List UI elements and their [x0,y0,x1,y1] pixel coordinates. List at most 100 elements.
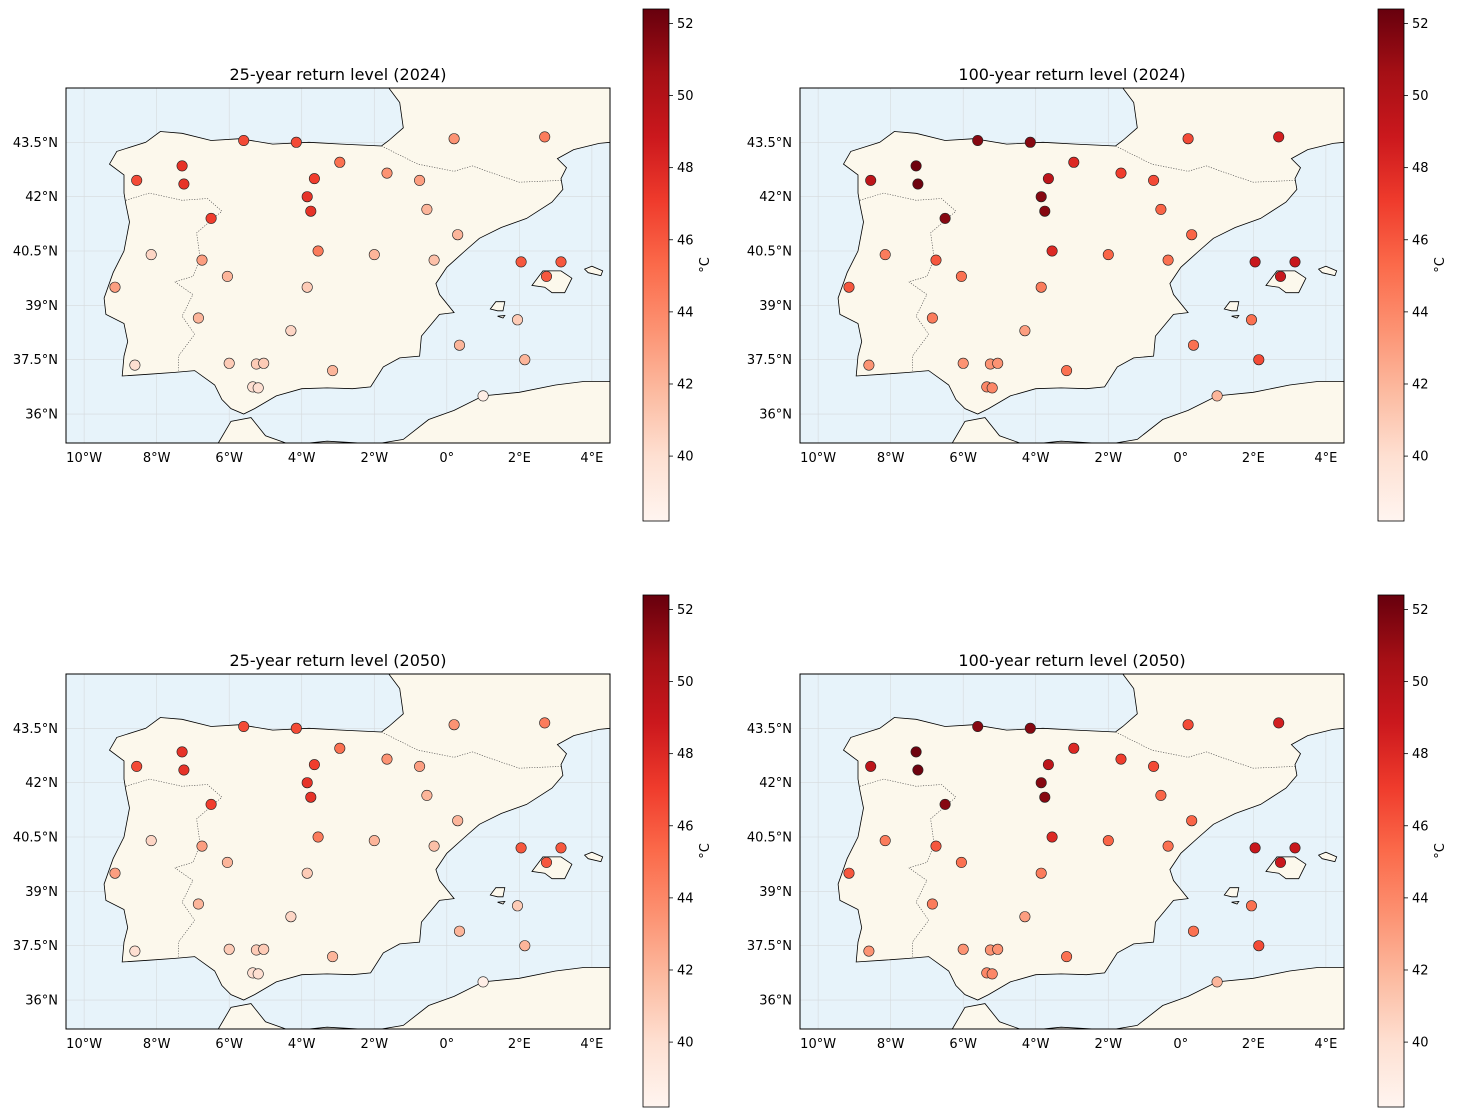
station-marker [1253,940,1265,952]
station-marker [301,281,313,293]
station-marker [421,203,433,215]
colorbar-tick-label: 52 [1412,17,1429,32]
station-marker [192,312,204,324]
colorbar-tick-label: 52 [677,17,694,32]
station-marker [540,270,552,282]
lon-tick-label: 6°W [949,1037,977,1052]
station-marker [414,174,426,186]
station-marker [109,281,121,293]
axes-frame [799,87,1345,444]
colorbar-label: °C [698,257,713,273]
station-marker [939,212,951,224]
station-marker [129,359,141,371]
lon-tick-label: 2°W [360,1037,388,1052]
station-marker [912,764,924,776]
station-marker [290,136,302,148]
station-marker [986,968,998,980]
africa-land [951,381,1344,443]
colorbar-tick-label: 40 [1412,450,1429,465]
station-marker [539,131,551,143]
station-marker [865,174,877,186]
colorbar-tick-label: 42 [677,377,694,392]
station-marker [308,759,320,771]
station-marker [843,281,855,293]
lon-tick-label: 2°W [1094,1037,1122,1052]
station-marker [1186,229,1198,241]
axes-frame [799,673,1345,1030]
menorca-island [1317,851,1338,863]
station-marker [879,249,891,261]
map-panel-1: 25-year return level (2024) 10°W 8°W 6°W 4°W… [13,8,713,522]
station-marker [252,382,264,394]
africa-land [951,967,1344,1029]
colorbar-tick-label: 42 [1412,963,1429,978]
colorbar-tick-label: 50 [677,89,694,104]
iberia-land [837,674,1344,1001]
station-marker [305,791,317,803]
station-marker [843,867,855,879]
colorbar-label: °C [1433,843,1448,859]
lat-tick-label: 42°N [759,190,792,205]
lon-tick-label: 4°W [1022,451,1050,466]
lat-tick-label: 37.5°N [747,353,792,368]
lat-tick-label: 43.5°N [747,722,792,737]
lat-tick-label: 39°N [759,885,792,900]
lat-tick-label: 39°N [759,299,792,314]
station-marker [910,160,922,172]
station-marker [301,867,313,879]
map-area [800,88,1344,443]
colorbar-tick-label: 48 [677,161,694,176]
station-marker [1148,174,1160,186]
station-marker [1182,719,1194,731]
station-marker [1024,136,1036,148]
station-marker [1188,339,1200,351]
map-panel-2: 100-year return level (2024) 10°W 8°W 6°W 4°… [747,8,1448,522]
lon-tick-label: 10°W [66,1037,102,1052]
colorbar-tick-label: 48 [1412,747,1429,762]
station-marker [131,174,143,186]
station-marker [957,943,969,955]
station-marker [539,717,551,729]
station-marker [1275,270,1287,282]
map-area [66,88,610,443]
lat-tick-label: 42°N [25,190,58,205]
colorbar-tick-label: 44 [1412,305,1429,320]
lat-tick-label: 40.5°N [747,831,792,846]
lon-tick-label: 2°W [1094,451,1122,466]
iberia-land [103,88,610,415]
station-marker [912,178,924,190]
station-marker [1042,173,1054,185]
lon-tick-label: 4°E [1314,1037,1337,1052]
station-marker [1211,976,1223,988]
colorbar-tick-label: 50 [1412,89,1429,104]
station-marker [926,312,938,324]
lon-tick-label: 6°W [949,451,977,466]
station-marker [221,270,233,282]
station-marker [1046,831,1058,843]
station-marker [540,856,552,868]
colorbar-tick-label: 40 [677,1036,694,1051]
station-marker [863,945,875,957]
colorbar-label: °C [1433,257,1448,273]
station-marker [258,357,270,369]
station-marker [176,746,188,758]
iberia-land [103,674,610,1001]
station-marker [1039,791,1051,803]
station-marker [196,840,208,852]
station-marker [414,760,426,772]
ibiza-island [489,887,506,898]
station-marker [192,898,204,910]
lon-tick-label: 4°E [580,451,603,466]
station-marker [301,777,313,789]
colorbar-gradient [642,8,670,522]
station-marker [1102,249,1114,261]
station-marker [555,256,567,268]
colorbar-tick-label: 40 [677,450,694,465]
station-marker [1115,167,1127,179]
station-marker [972,135,984,147]
station-marker [1115,753,1127,765]
lat-tick-label: 42°N [25,776,58,791]
lon-tick-label: 6°W [215,1037,243,1052]
station-marker [1024,722,1036,734]
